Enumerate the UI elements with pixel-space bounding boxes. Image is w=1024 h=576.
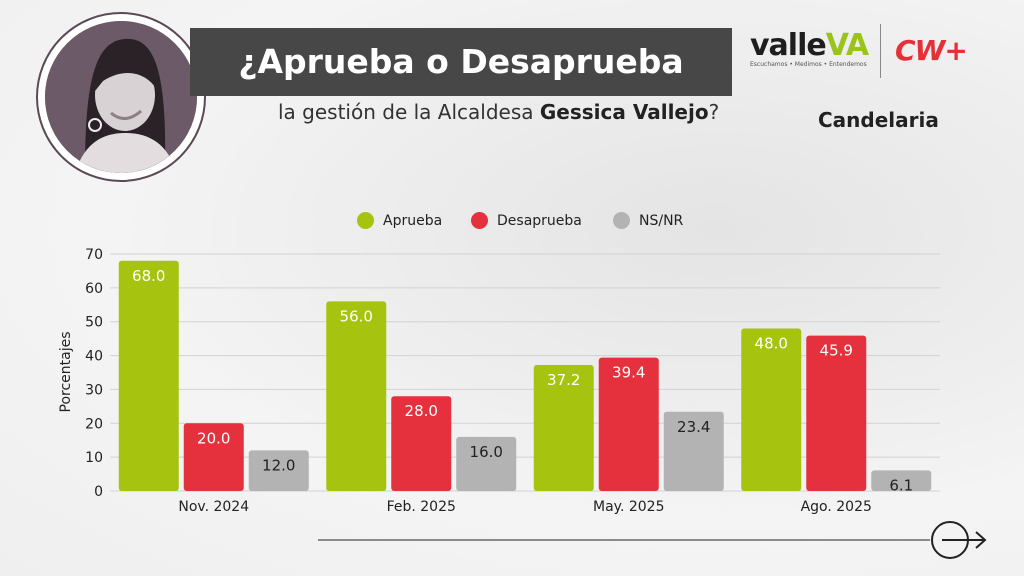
legend-item-desaprueba: Desaprueba [471, 212, 582, 229]
y-tick-label: 40 [85, 349, 103, 365]
legend-swatch-desaprueba [471, 212, 488, 229]
bar-nsnr-2 [663, 411, 724, 491]
legend-item-nsnr: NS/NR [613, 212, 683, 229]
legend-label-nsnr: NS/NR [639, 212, 684, 229]
subtitle-prefix: la gestión de la Alcaldesa [278, 100, 540, 124]
data-label: 37.2 [547, 371, 580, 389]
x-tick-label: Ago. 2025 [801, 499, 872, 515]
bar-desaprueba-0 [183, 423, 244, 491]
next-arrow-icon[interactable] [928, 520, 990, 560]
x-tick-label: Feb. 2025 [387, 499, 456, 515]
y-tick-label: 30 [85, 382, 103, 398]
y-axis-label: Porcentajes [58, 331, 74, 412]
legend-label-aprueba: Aprueba [383, 212, 443, 229]
data-label: 23.4 [677, 418, 710, 436]
y-tick-label: 60 [85, 281, 103, 297]
valleva-wordmark-main: valle [750, 28, 827, 63]
subtitle-name: Gessica Vallejo [539, 100, 709, 124]
y-tick-label: 10 [85, 450, 103, 466]
page-subtitle: la gestión de la Alcaldesa Gessica Valle… [278, 100, 719, 124]
cw-logo: CW+ [895, 34, 968, 67]
portrait-photo [45, 21, 197, 173]
title-bar: ¿Aprueba o Desaprueba [190, 28, 732, 96]
x-tick-label: May. 2025 [593, 499, 664, 515]
person-silhouette-icon [45, 21, 197, 173]
legend-swatch-aprueba [357, 212, 374, 229]
data-label: 28.0 [405, 402, 438, 420]
valleva-wordmark: valleVA [750, 28, 869, 63]
bar-aprueba-0 [118, 260, 179, 491]
subtitle-suffix: ? [708, 100, 720, 124]
legend-label-desaprueba: Desaprueba [497, 212, 582, 229]
bar-nsnr-1 [456, 436, 517, 491]
data-label: 20.0 [197, 429, 230, 447]
data-label: 68.0 [132, 267, 165, 285]
bar-aprueba-1 [326, 301, 387, 491]
y-tick-label: 70 [85, 247, 103, 263]
bar-desaprueba-1 [391, 396, 452, 491]
valleva-tagline: Escuchamos • Medimos • Entendemos [750, 61, 867, 68]
data-label: 16.0 [470, 443, 503, 461]
mayor-portrait [36, 12, 206, 182]
data-label: 12.0 [262, 456, 295, 474]
y-tick-label: 0 [94, 484, 103, 500]
bar-nsnr-3 [871, 470, 932, 491]
bar-nsnr-0 [248, 450, 309, 491]
y-tick-label: 20 [85, 416, 103, 432]
data-label: 48.0 [755, 334, 788, 352]
data-label: 45.9 [820, 342, 853, 360]
x-tick-label: Nov. 2024 [178, 499, 249, 515]
valleva-logo: valleVA Escuchamos • Medimos • Entendemo… [750, 28, 869, 68]
valleva-wordmark-accent: VA [825, 28, 869, 63]
bar-desaprueba-3 [806, 335, 867, 491]
bar-desaprueba-2 [598, 357, 659, 491]
bar-aprueba-3 [741, 328, 802, 491]
data-label: 6.1 [889, 476, 913, 494]
page-title: ¿Aprueba o Desaprueba [238, 42, 684, 81]
footer-rule [318, 539, 930, 541]
legend-swatch-nsnr [613, 212, 630, 229]
logo-divider [880, 24, 881, 78]
data-label: 39.4 [612, 364, 645, 382]
legend-item-aprueba: Aprueba [357, 212, 442, 229]
region-label: Candelaria [818, 108, 939, 132]
data-label: 56.0 [340, 307, 373, 325]
bar-aprueba-2 [533, 365, 594, 491]
y-tick-label: 50 [85, 315, 103, 331]
